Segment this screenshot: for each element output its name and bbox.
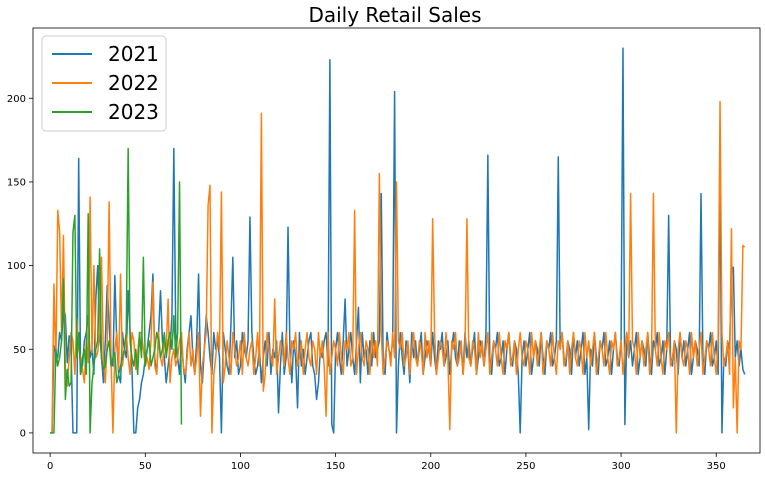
legend-label-2021: 2021: [108, 42, 159, 66]
x-tick-label: 150: [326, 461, 345, 472]
legend-label-2022: 2022: [108, 71, 159, 95]
x-tick-label: 200: [421, 461, 440, 472]
y-tick-label: 150: [7, 177, 26, 188]
y-tick-label: 0: [20, 428, 26, 439]
x-tick-label: 100: [231, 461, 250, 472]
y-tick-label: 100: [7, 261, 26, 272]
series-line-2023: [50, 147, 183, 434]
legend-label-2023: 2023: [108, 100, 159, 124]
legend-box: [41, 35, 167, 132]
x-tick-label: 350: [707, 461, 726, 472]
x-axis: 0 50 100 150 200 250 300 350: [47, 453, 726, 472]
plot-area-frame: [32, 27, 761, 454]
x-tick-label: 50: [139, 461, 152, 472]
chart-title: Daily Retail Sales: [308, 3, 481, 27]
x-tick-label: 250: [516, 461, 535, 472]
legend: 2021 2022 2023: [41, 35, 167, 132]
series-layer: [50, 47, 746, 434]
y-tick-label: 50: [13, 345, 26, 356]
x-tick-label: 300: [612, 461, 631, 472]
y-axis: 0 50 100 150 200: [7, 94, 33, 439]
y-tick-label: 200: [7, 94, 26, 105]
x-tick-label: 0: [47, 461, 53, 472]
